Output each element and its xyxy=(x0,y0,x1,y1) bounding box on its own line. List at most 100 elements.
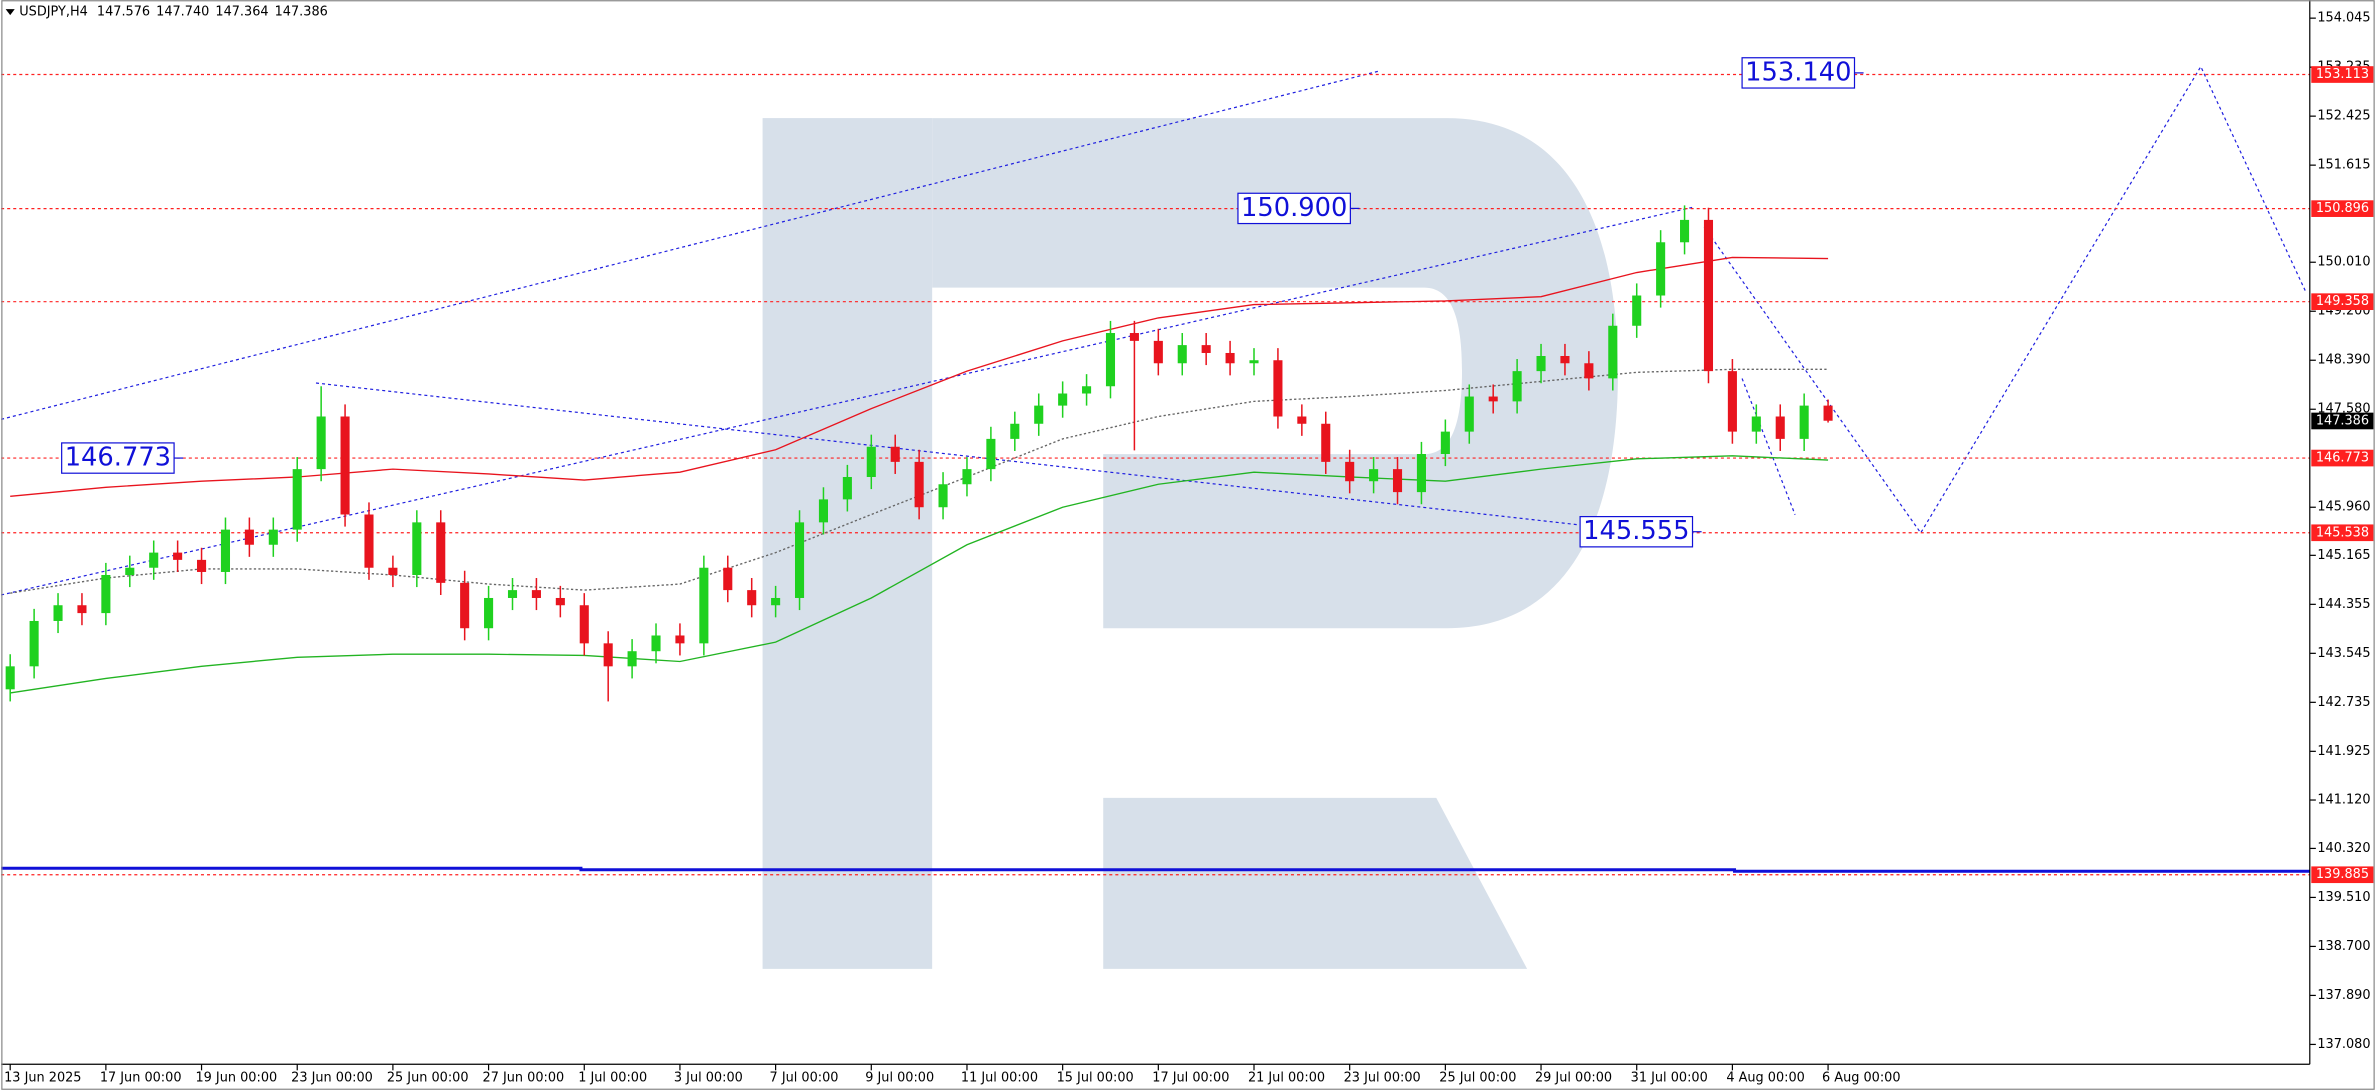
y-tick-label: 154.045 xyxy=(2317,11,2370,26)
level-label-bg xyxy=(2311,866,2374,884)
level-label-bg xyxy=(2311,524,2374,542)
level-label: 145.538 xyxy=(2316,525,2369,540)
candle-body xyxy=(699,567,709,644)
x-tick-label: 6 Aug 00:00 xyxy=(1822,1070,1901,1085)
candle-body xyxy=(1823,405,1833,421)
candle-body xyxy=(1249,360,1259,364)
candle-body xyxy=(603,643,613,667)
x-tick-label: 23 Jun 00:00 xyxy=(291,1070,373,1085)
annotations: 153.140 150.900 146.773 145.555 xyxy=(61,57,1864,548)
last-price-label: 147.386 xyxy=(2316,413,2369,428)
candle-body xyxy=(1010,423,1020,439)
trend-line xyxy=(1741,378,1796,515)
last-price-bg xyxy=(2311,412,2374,430)
y-tick-label: 150.010 xyxy=(2317,255,2370,270)
candle-body xyxy=(555,597,565,606)
candle-body xyxy=(1536,356,1546,372)
y-tick-label: 138.700 xyxy=(2317,939,2370,954)
candle-body xyxy=(173,552,183,560)
y-tick-label: 148.390 xyxy=(2317,353,2370,368)
candle-body xyxy=(1680,219,1690,243)
x-tick-label: 7 Jul 00:00 xyxy=(770,1070,839,1085)
candle-body xyxy=(292,469,302,530)
y-tick-label: 137.080 xyxy=(2317,1037,2370,1052)
candle-body xyxy=(1034,405,1044,424)
x-tick-label: 31 Jul 00:00 xyxy=(1631,1070,1708,1085)
candle-body xyxy=(962,469,972,485)
y-tick-label: 141.925 xyxy=(2317,744,2370,759)
candle-body xyxy=(866,446,876,477)
candle-body xyxy=(244,529,254,545)
candle-body xyxy=(125,567,135,575)
candle-body xyxy=(651,635,661,652)
candle-body xyxy=(1727,371,1737,432)
candle-body xyxy=(1345,461,1355,482)
annotation-label: 150.900 xyxy=(1241,193,1347,223)
candle-body xyxy=(1632,295,1642,326)
header: USDJPY,H4 147.576 147.740 147.364 147.38… xyxy=(5,5,328,20)
candle-body xyxy=(388,567,398,575)
x-tick-label: 15 Jul 00:00 xyxy=(1057,1070,1134,1085)
forecast-path xyxy=(1703,65,2306,534)
x-tick-label: 4 Aug 00:00 xyxy=(1726,1070,1805,1085)
trend-lines xyxy=(0,65,2306,596)
y-tick-label: 151.615 xyxy=(2317,158,2370,173)
y-tick-label: 142.735 xyxy=(2317,695,2370,710)
candle-body xyxy=(747,590,757,606)
level-label: 150.896 xyxy=(2316,201,2369,216)
support-line xyxy=(1,866,2310,873)
candle-body xyxy=(77,605,87,614)
candle-body xyxy=(1369,469,1379,482)
candle-body xyxy=(1392,469,1403,493)
level-label: 153.113 xyxy=(2316,67,2369,82)
level-label: 139.885 xyxy=(2316,867,2369,882)
candle-body xyxy=(1488,396,1498,402)
candle-body xyxy=(1751,416,1761,432)
y-tick-label: 145.165 xyxy=(2317,548,2370,563)
candle-body xyxy=(1129,333,1139,341)
watermark-logo xyxy=(762,118,1618,969)
x-tick-label: 13 Jun 2025 xyxy=(4,1070,81,1085)
trend-line xyxy=(0,206,1693,596)
candle-body xyxy=(460,582,470,629)
candle-body xyxy=(1416,454,1426,493)
candle-body xyxy=(149,552,159,568)
candle-body xyxy=(220,529,231,572)
candle-body xyxy=(484,597,494,629)
y-tick-label: 144.355 xyxy=(2317,597,2370,612)
candle-body xyxy=(1058,393,1068,406)
candle-body xyxy=(1297,416,1307,424)
logo-leg xyxy=(1103,797,1528,969)
candle-body xyxy=(1440,431,1450,455)
candle-body xyxy=(842,476,852,500)
candle-body xyxy=(1225,352,1235,364)
candle-body xyxy=(1703,219,1714,372)
y-tick-label: 137.890 xyxy=(2317,988,2370,1003)
x-tick-label: 23 Jul 00:00 xyxy=(1344,1070,1421,1085)
quote-high: 147.740 xyxy=(156,5,209,20)
y-tick-label: 143.545 xyxy=(2317,646,2370,661)
header-arrow xyxy=(5,9,15,16)
moving-average xyxy=(10,455,1829,694)
annotation-label: 146.773 xyxy=(65,443,171,473)
quote-low: 147.364 xyxy=(215,5,268,20)
candle-body xyxy=(364,514,374,568)
candle-body xyxy=(316,416,326,470)
candle-body xyxy=(436,522,446,583)
candle-body xyxy=(340,416,350,515)
candle-body xyxy=(627,651,637,667)
level-label-bg xyxy=(2311,200,2374,217)
candle-body xyxy=(1775,416,1785,439)
x-tick-label: 9 Jul 00:00 xyxy=(865,1070,934,1085)
x-tick-label: 25 Jun 00:00 xyxy=(387,1070,469,1085)
candle-body xyxy=(29,620,39,667)
candle-body xyxy=(1584,363,1594,379)
x-tick-label: 29 Jul 00:00 xyxy=(1535,1070,1612,1085)
y-tick-label: 140.320 xyxy=(2317,841,2370,856)
x-tick-label: 21 Jul 00:00 xyxy=(1248,1070,1325,1085)
candle-body xyxy=(1656,242,1666,296)
annotation-box xyxy=(61,442,175,474)
x-tick-label: 27 Jun 00:00 xyxy=(483,1070,565,1085)
